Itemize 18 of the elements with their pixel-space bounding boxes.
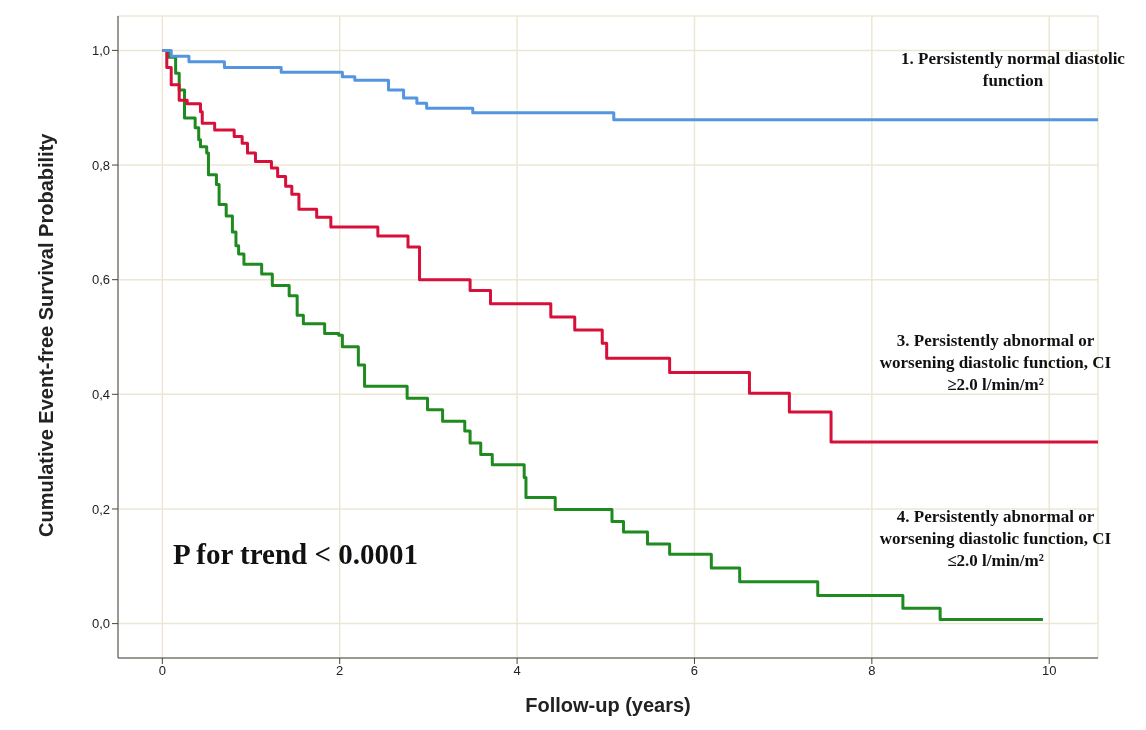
y-tick-label: 0,8 xyxy=(91,157,110,173)
x-tick-label: 6 xyxy=(690,663,699,679)
y-axis-title: Cumulative Event-free Survival Probability xyxy=(35,132,58,537)
series-label: 4. Persistently abnormal or worsening diastolic function, CI ≤2.0 l/min/m² xyxy=(879,507,1112,571)
x-tick-label: 8 xyxy=(868,663,876,679)
x-tick-label: 10 xyxy=(1041,663,1057,679)
y-tick-label: 0,6 xyxy=(91,272,110,288)
y-tick-label: 0,0 xyxy=(91,616,110,632)
x-tick-label: 4 xyxy=(513,663,521,679)
text: 3. Persistently abnormal or worsening diastolic function, CI ≥2.0 l/min/m² xyxy=(879,331,1112,395)
y-tick-label: 1,0 xyxy=(91,43,110,59)
x-tick-label: 0 xyxy=(158,663,166,679)
y-tick-label: 0,2 xyxy=(91,501,110,517)
y-tick-label: 0,4 xyxy=(91,386,110,402)
x-axis-title: Follow-up (years) xyxy=(525,694,691,716)
x-tick-label: 2 xyxy=(336,663,344,679)
series-label: 1. Persistently normal diastolic function xyxy=(901,49,1125,91)
annotation: P for trend < 0.0001 xyxy=(173,538,419,571)
